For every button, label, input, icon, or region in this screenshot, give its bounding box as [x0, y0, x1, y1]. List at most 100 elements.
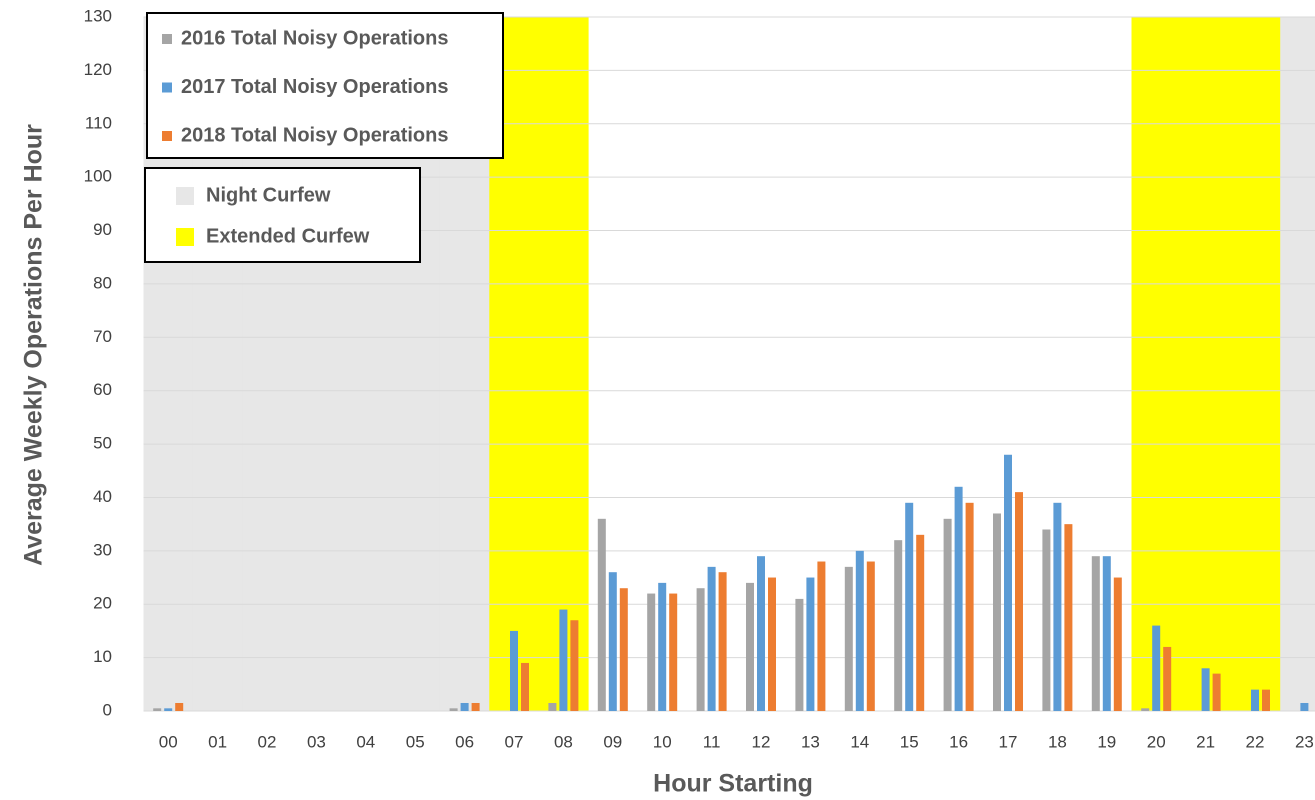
- bar: [570, 620, 579, 711]
- bar: [916, 534, 925, 711]
- bar: [1212, 673, 1221, 711]
- legend-box: [144, 167, 421, 263]
- bar: [894, 540, 903, 711]
- curfew-band: [538, 17, 589, 711]
- bar: [669, 593, 678, 711]
- bar: [1053, 502, 1062, 711]
- bar: [1113, 577, 1122, 711]
- legend-label: Night Curfew: [206, 184, 331, 206]
- bar: [806, 577, 815, 711]
- x-tick-label: 01: [208, 732, 227, 751]
- bar: [1102, 556, 1111, 711]
- bar: [175, 702, 184, 711]
- bar: [510, 630, 518, 711]
- x-tick-label: 13: [801, 732, 820, 751]
- bar: [965, 502, 974, 711]
- y-tick-label: 130: [84, 6, 112, 25]
- x-tick-label: 19: [1097, 732, 1116, 751]
- legend-swatch: [162, 34, 172, 44]
- bar: [521, 662, 529, 711]
- x-tick-label: 10: [653, 732, 672, 751]
- x-axis-title: Hour Starting: [653, 770, 813, 798]
- curfew-band: [1180, 17, 1231, 711]
- y-axis-title: Average Weekly Operations Per Hour: [20, 124, 48, 566]
- bar: [1042, 529, 1051, 711]
- x-tick-label: 16: [949, 732, 968, 751]
- x-tick-label: 23: [1295, 732, 1314, 751]
- bar: [993, 513, 1001, 711]
- x-tick-label: 09: [603, 732, 622, 751]
- bar: [153, 708, 162, 711]
- x-tick-label: 04: [356, 732, 375, 751]
- bar: [1091, 556, 1100, 711]
- bar: [795, 598, 804, 711]
- x-tick-label: 14: [850, 732, 869, 751]
- curfew-band: [1279, 17, 1315, 711]
- x-tick-label: 02: [258, 732, 277, 751]
- x-tick-label: 18: [1048, 732, 1067, 751]
- bar: [619, 588, 628, 711]
- bar: [471, 702, 480, 711]
- x-tick-label: 05: [406, 732, 425, 751]
- bar: [1064, 524, 1073, 711]
- bar: [1262, 689, 1270, 711]
- y-tick-label: 0: [103, 700, 112, 719]
- y-tick-label: 100: [84, 167, 112, 186]
- bar: [559, 609, 568, 711]
- bar: [647, 593, 656, 711]
- legend-label: 2016 Total Noisy Operations: [181, 27, 449, 49]
- bar: [449, 708, 458, 711]
- x-tick-label: 03: [307, 732, 326, 751]
- curfew-band: [1230, 17, 1281, 711]
- bar: [1015, 492, 1023, 711]
- y-tick-label: 60: [93, 380, 112, 399]
- bar: [943, 518, 952, 711]
- bar: [696, 588, 705, 711]
- legend-swatch: [162, 131, 172, 141]
- curfew-band: [1131, 17, 1182, 711]
- bar: [746, 582, 754, 711]
- x-tick-label: 06: [455, 732, 474, 751]
- legend: 2016 Total Noisy Operations 2017 Total No…: [144, 12, 504, 263]
- y-tick-label: 10: [93, 647, 112, 666]
- y-tick-label: 50: [93, 434, 112, 453]
- y-tick-label: 30: [93, 540, 112, 559]
- bar: [757, 556, 765, 711]
- y-tick-label: 90: [93, 220, 112, 239]
- bar: [1251, 689, 1259, 711]
- bar: [866, 561, 875, 711]
- bar: [817, 561, 826, 711]
- bar: [1004, 454, 1012, 711]
- bar: [460, 702, 469, 711]
- x-tick-label: 17: [999, 732, 1018, 751]
- x-tick-label: 21: [1196, 732, 1215, 751]
- bar: [548, 702, 557, 711]
- x-tick-label: 22: [1246, 732, 1265, 751]
- bar: [1152, 625, 1161, 711]
- labels-layer: 0 10 20 30 40 50 60 70 80 90 100 110 120 130 00 01 02 03 0…: [84, 6, 1314, 751]
- marks-layer: [153, 454, 1309, 711]
- legend-box: [146, 12, 504, 159]
- x-tick-label: 20: [1147, 732, 1166, 751]
- bar: [164, 708, 173, 711]
- x-tick-label: 12: [752, 732, 771, 751]
- bar: [844, 566, 853, 711]
- legend-swatch: [162, 82, 172, 93]
- y-tick-label: 70: [93, 327, 112, 346]
- bar: [707, 566, 716, 711]
- legend-label: 2017 Total Noisy Operations: [181, 76, 449, 98]
- bar: [905, 502, 914, 711]
- x-tick-label: 11: [703, 732, 721, 751]
- bar: [1163, 646, 1172, 711]
- bar: [658, 582, 667, 711]
- bar: [954, 486, 963, 711]
- bar: [768, 577, 776, 711]
- y-tick-label: 120: [84, 60, 112, 79]
- y-tick-label: 80: [93, 273, 112, 292]
- bar: [608, 572, 617, 711]
- bar: [1300, 702, 1309, 711]
- x-tick-label: 07: [505, 732, 524, 751]
- legend-swatch: [176, 228, 194, 246]
